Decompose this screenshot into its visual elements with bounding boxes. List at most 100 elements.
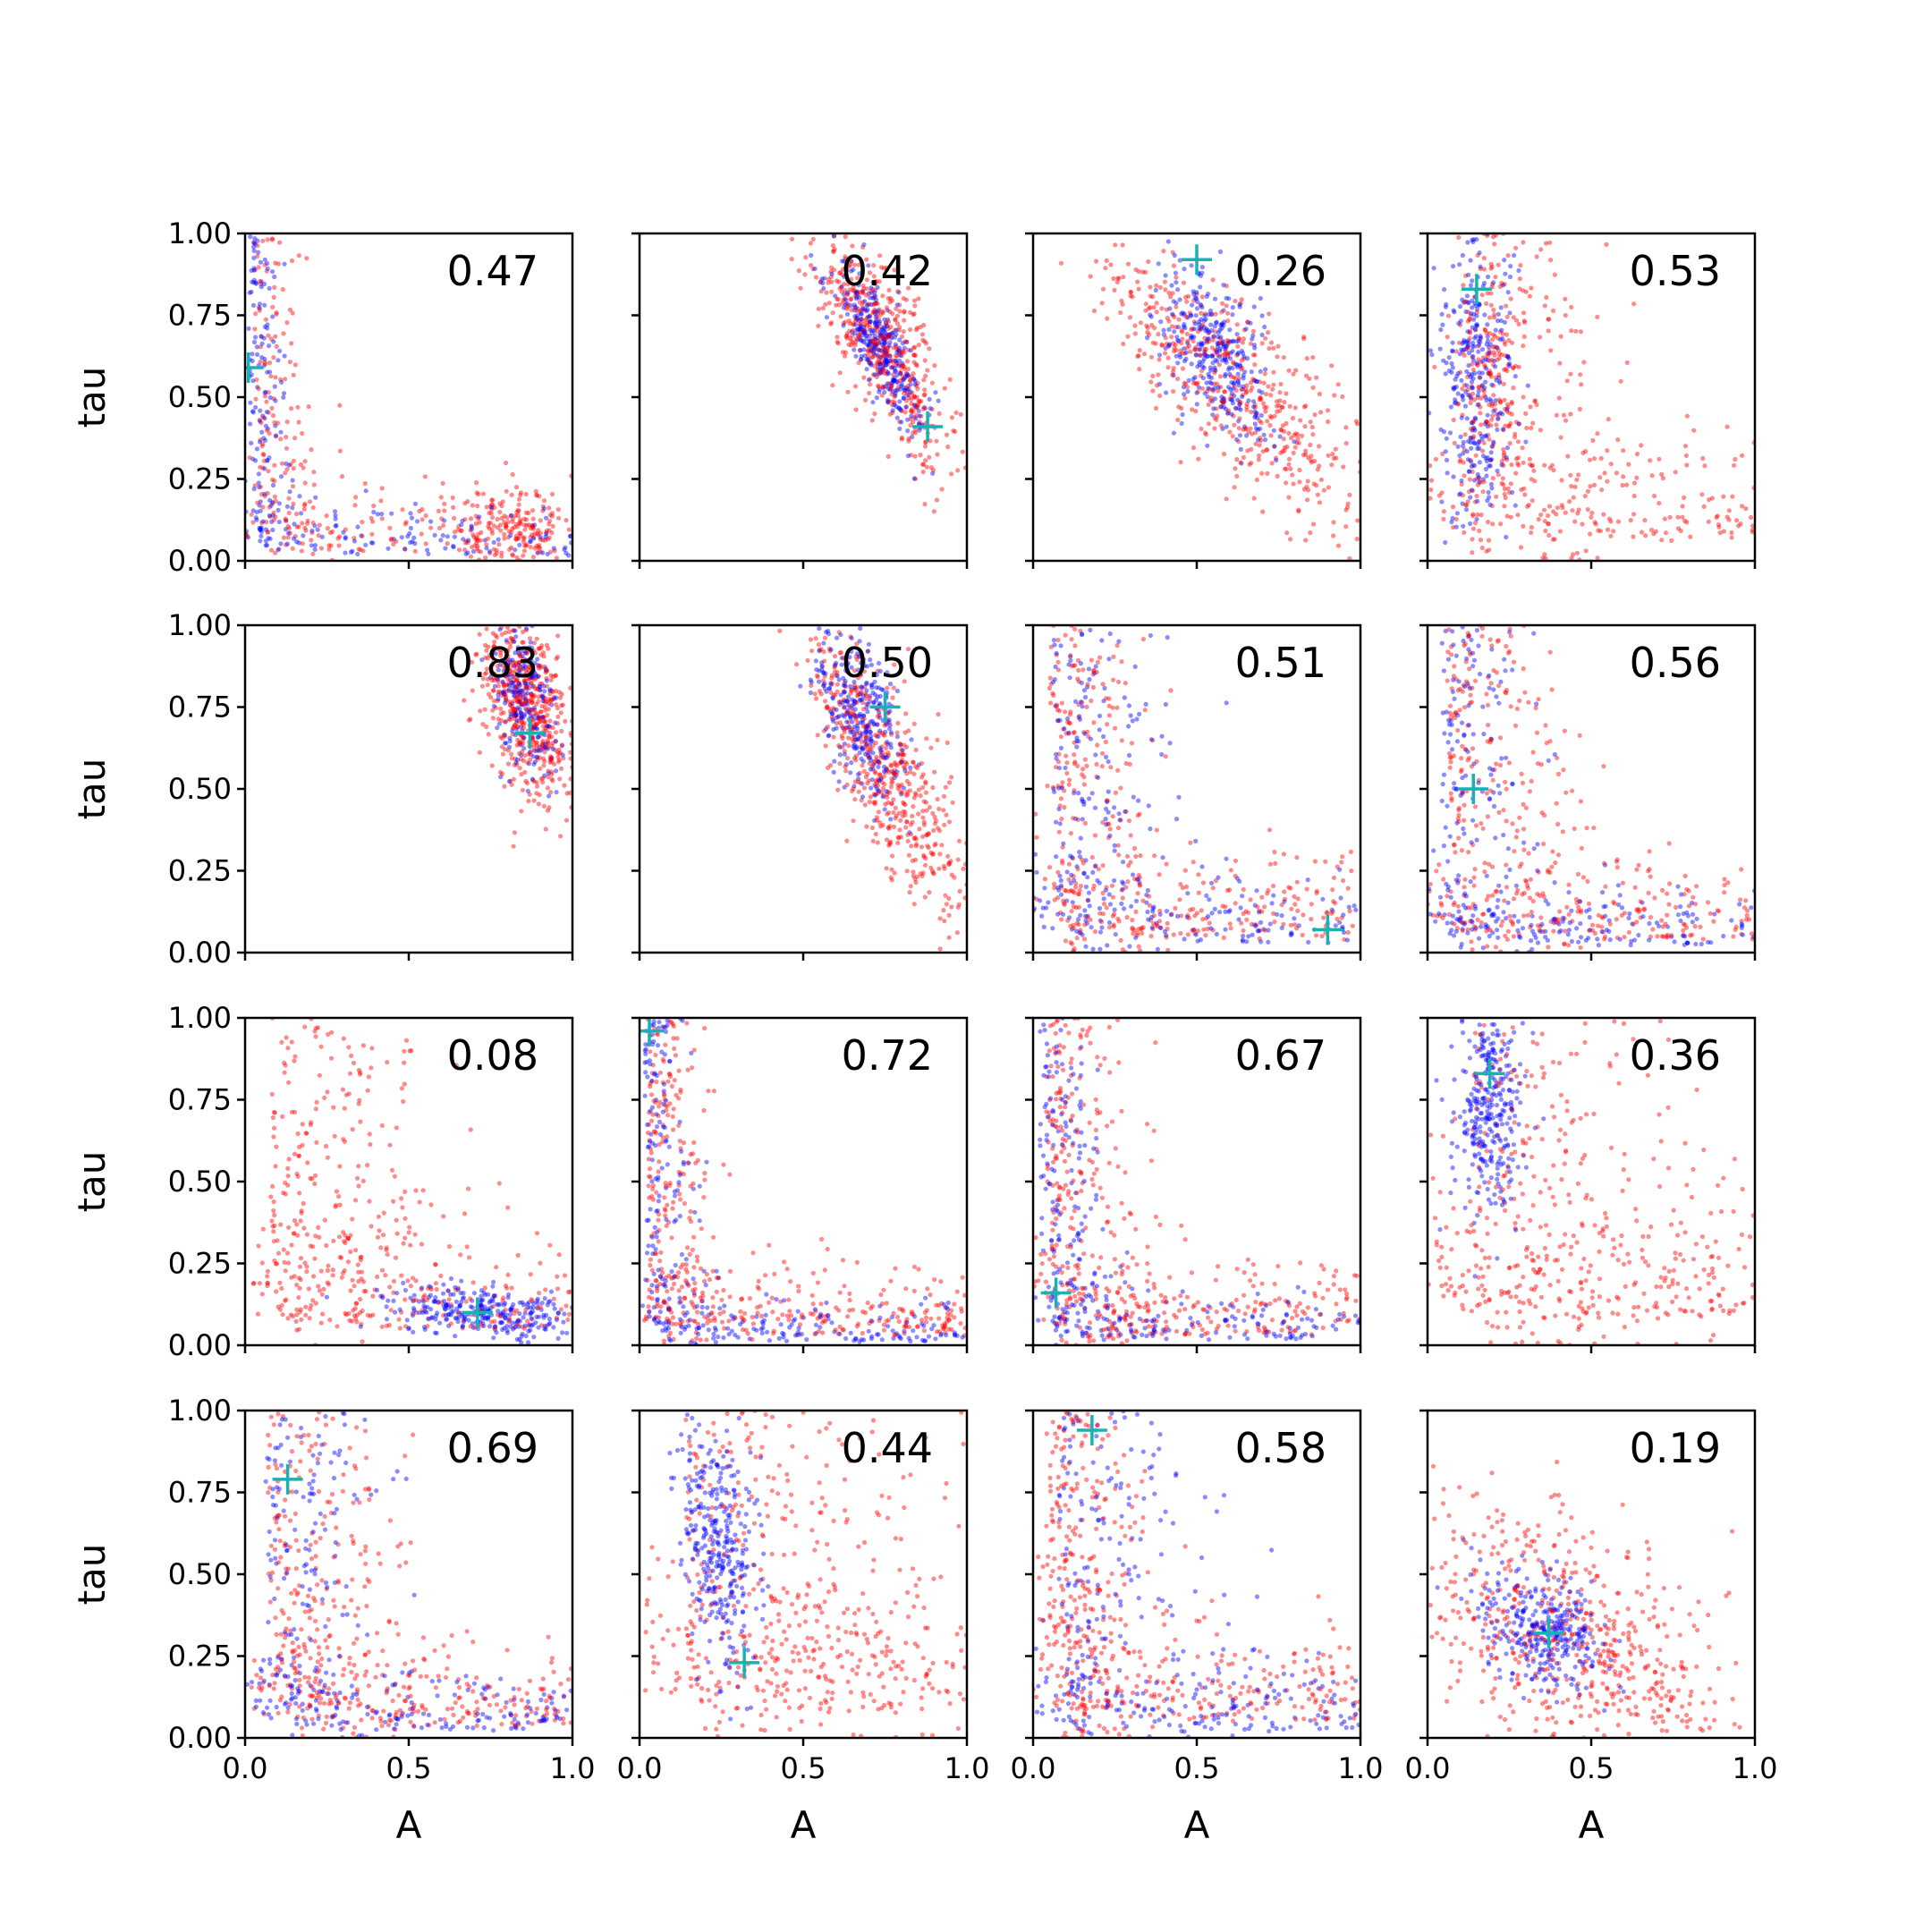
red-point	[1236, 336, 1241, 342]
blue-point	[875, 352, 880, 358]
red-point	[1292, 894, 1297, 900]
red-point	[525, 664, 531, 669]
red-point	[924, 833, 929, 838]
blue-point	[263, 538, 269, 544]
blue-point	[267, 285, 272, 291]
red-point	[1470, 391, 1476, 396]
red-point	[1688, 534, 1693, 539]
blue-point	[1482, 312, 1487, 318]
blue-point	[1493, 398, 1498, 403]
blue-point	[865, 357, 871, 363]
blue-point	[853, 699, 859, 705]
red-point	[1151, 305, 1157, 310]
red-point	[911, 902, 917, 907]
red-point	[914, 361, 919, 368]
blue-point	[1483, 357, 1488, 362]
red-point	[548, 790, 554, 795]
red-point	[1228, 374, 1233, 379]
red-point	[894, 346, 900, 352]
red-point	[843, 712, 849, 717]
red-point	[850, 727, 855, 733]
red-point	[1308, 419, 1313, 425]
blue-point	[510, 657, 515, 663]
blue-point	[259, 355, 265, 360]
red-point	[951, 428, 956, 434]
red-point	[816, 306, 821, 311]
red-point	[867, 760, 872, 766]
red-point	[518, 492, 523, 498]
blue-point	[873, 309, 878, 314]
blue-point	[858, 348, 863, 353]
red-point	[538, 549, 544, 555]
red-point	[529, 680, 534, 685]
blue-point	[281, 394, 286, 400]
red-point	[898, 369, 903, 375]
red-point	[852, 262, 858, 267]
blue-point	[874, 672, 879, 678]
red-point	[512, 713, 517, 718]
points-group	[1033, 625, 1359, 953]
red-point	[530, 522, 536, 529]
blue-point	[882, 341, 887, 346]
blue-point	[282, 353, 287, 359]
blue-point	[851, 743, 856, 750]
blue-point	[1212, 386, 1217, 391]
blue-point	[1198, 284, 1203, 290]
red-point	[1575, 511, 1580, 516]
red-point	[883, 745, 889, 751]
red-point	[1489, 264, 1495, 269]
red-point	[538, 652, 544, 657]
red-point	[504, 682, 510, 688]
red-point	[1750, 528, 1755, 533]
red-point	[1310, 432, 1316, 437]
blue-point	[872, 310, 877, 317]
blue-point	[251, 241, 257, 246]
red-point	[462, 698, 467, 703]
red-point	[1120, 242, 1125, 248]
red-point	[912, 835, 918, 841]
blue-point	[248, 234, 253, 240]
red-point	[1282, 400, 1287, 405]
blue-point	[1221, 343, 1226, 349]
red-point	[458, 528, 463, 534]
red-point	[1504, 409, 1510, 414]
blue-point	[513, 628, 518, 633]
red-point	[854, 290, 860, 295]
red-point	[1304, 886, 1309, 892]
blue-point	[861, 328, 867, 334]
red-point	[1257, 936, 1262, 942]
red-point	[860, 300, 866, 305]
blue-point	[1166, 326, 1172, 332]
red-point	[258, 281, 264, 287]
blue-point	[875, 284, 880, 290]
blue-point	[1194, 402, 1199, 407]
red-point	[499, 550, 504, 555]
red-point	[930, 851, 936, 857]
red-point	[867, 722, 872, 727]
red-point	[822, 635, 828, 640]
blue-point	[1241, 351, 1246, 356]
blue-point	[858, 697, 863, 702]
red-point	[1239, 297, 1244, 302]
red-point	[905, 383, 911, 388]
blue-point	[315, 527, 320, 532]
red-point	[462, 547, 468, 553]
red-point	[855, 690, 860, 695]
red-point	[369, 515, 374, 521]
blue-point	[819, 667, 825, 673]
red-point	[922, 339, 928, 344]
red-point	[1076, 904, 1081, 910]
blue-point	[828, 682, 834, 688]
red-point	[877, 360, 882, 365]
blue-point	[857, 654, 862, 659]
red-point	[879, 775, 885, 781]
red-point	[508, 640, 513, 646]
red-point	[1496, 262, 1501, 267]
blue-point	[254, 517, 259, 522]
blue-point	[867, 360, 873, 366]
red-point	[1171, 366, 1176, 371]
red-point	[858, 321, 863, 326]
red-point	[1169, 324, 1174, 329]
blue-point	[1450, 365, 1455, 370]
blue-point	[1499, 327, 1504, 333]
